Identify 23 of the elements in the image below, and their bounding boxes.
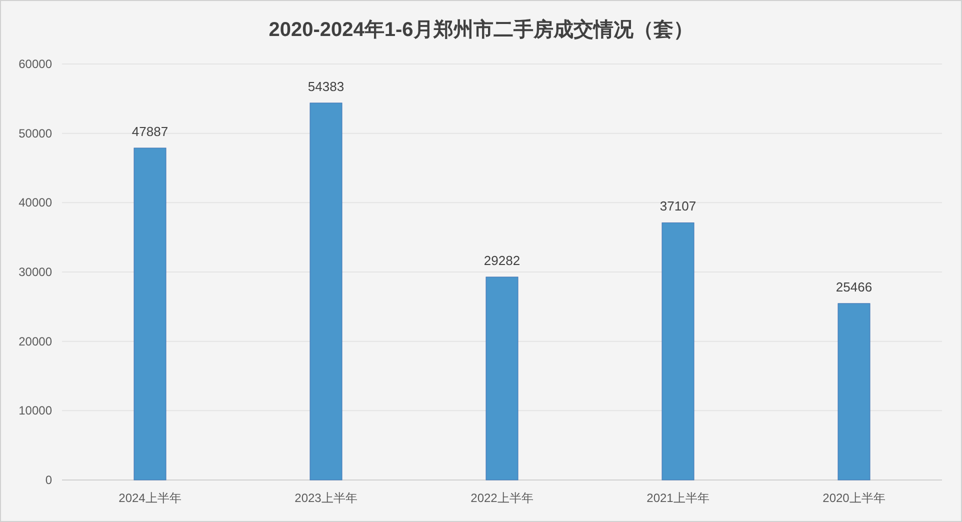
y-tick-label: 60000: [18, 57, 52, 71]
bar: [134, 148, 166, 480]
x-tick-label: 2023上半年: [294, 491, 358, 505]
y-tick-label: 10000: [18, 404, 52, 418]
bar: [486, 276, 518, 480]
bar: [838, 303, 870, 480]
x-tick-label: 2024上半年: [118, 491, 182, 505]
bar: [310, 102, 342, 480]
data-label: 29282: [484, 252, 520, 268]
x-tick-label: 2021上半年: [646, 491, 710, 505]
y-tick-label: 30000: [18, 265, 52, 279]
bar: [662, 222, 694, 480]
data-label: 37107: [660, 198, 696, 214]
data-label: 54383: [308, 78, 344, 94]
data-label: 25466: [836, 279, 872, 294]
y-tick-label: 50000: [18, 126, 52, 140]
y-tick-label: 0: [45, 473, 52, 487]
y-tick-label: 40000: [18, 196, 52, 210]
data-label: 47887: [132, 124, 168, 139]
x-tick-label: 2020上半年: [822, 491, 886, 505]
y-tick-label: 20000: [18, 334, 52, 348]
x-tick-label: 2022上半年: [470, 491, 534, 505]
chart-title: 2020-2024年1-6月郑州市二手房成交情况（套）: [268, 18, 694, 41]
